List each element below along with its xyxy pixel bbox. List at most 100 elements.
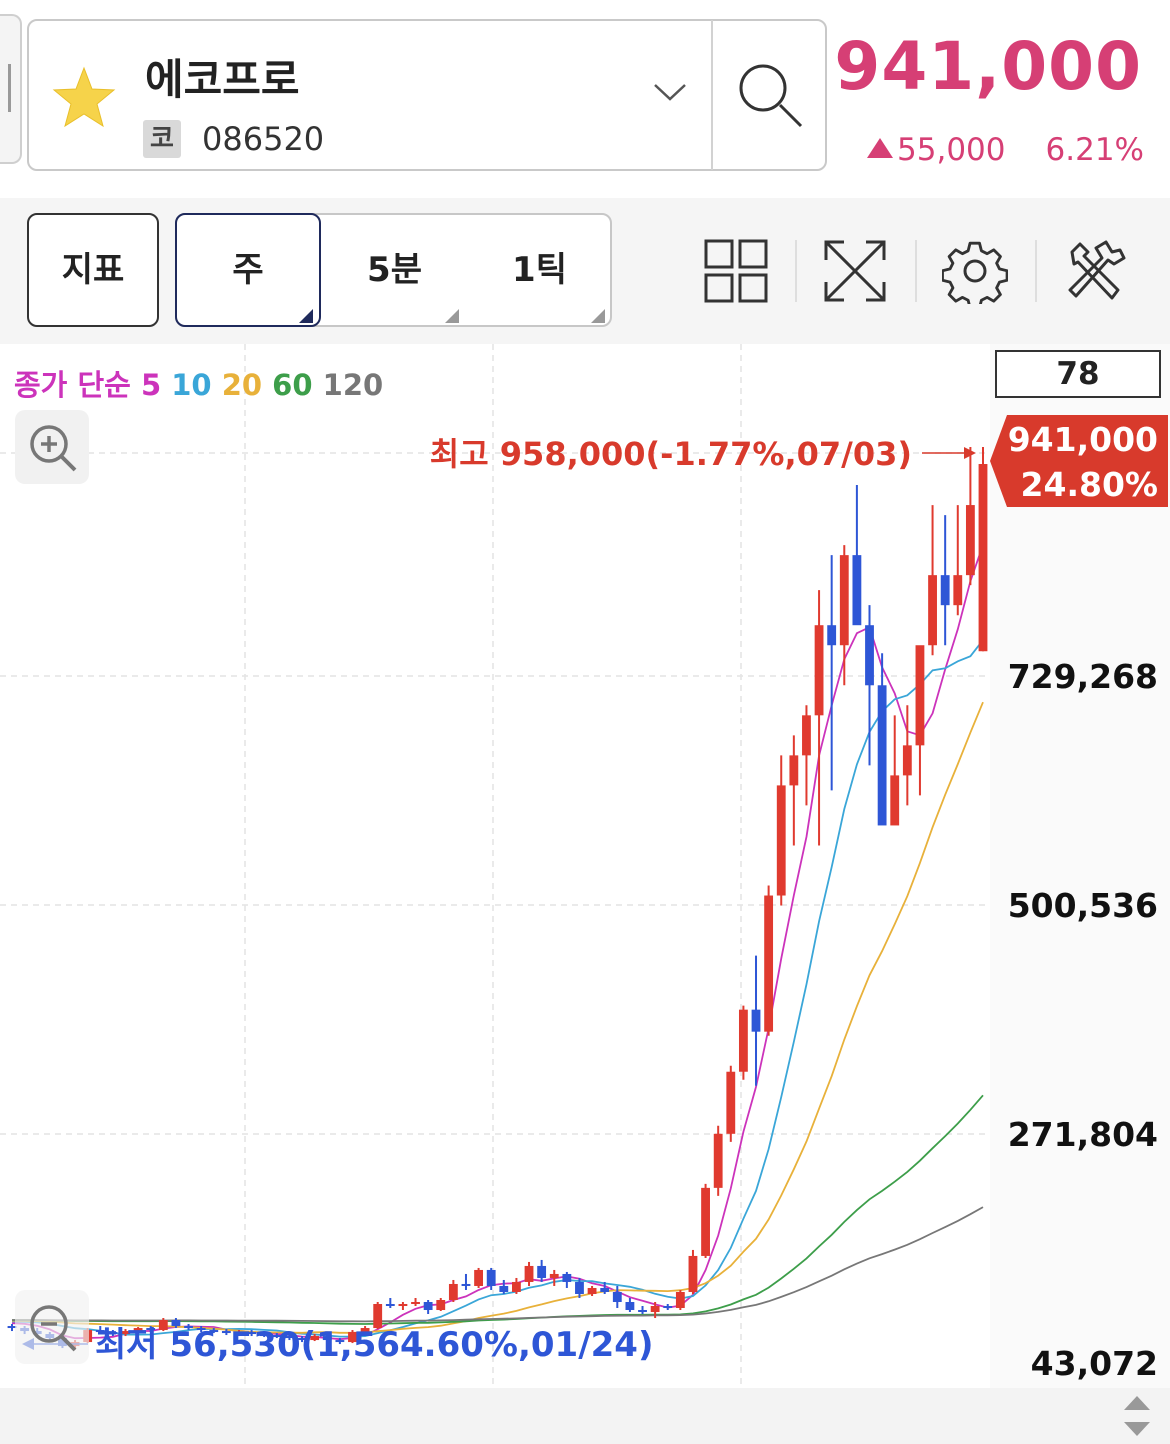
y-tick-label: 500,536: [1008, 886, 1158, 925]
candle: [322, 1334, 332, 1343]
candle: [524, 1261, 534, 1286]
current-price-tag-pct: 24.80%: [1021, 465, 1158, 504]
candle: [802, 705, 811, 806]
period-selector: 주 5분 1틱: [175, 213, 612, 327]
candle-body: [928, 575, 937, 646]
candle-body: [524, 1265, 534, 1282]
x-axis-bar[interactable]: [0, 1388, 1170, 1444]
y-axis-panel: [990, 344, 1170, 1388]
candle: [474, 1267, 483, 1288]
candle-count-box[interactable]: 78: [995, 350, 1161, 398]
candle-body: [965, 505, 975, 576]
zoom-out-button[interactable]: [15, 1290, 89, 1364]
candle: [259, 1331, 269, 1338]
candle-body: [600, 1287, 610, 1292]
candle: [852, 485, 862, 626]
period-week-button[interactable]: 주: [232, 250, 264, 290]
candle: [625, 1297, 635, 1313]
indicator-button[interactable]: 지표: [27, 213, 159, 327]
candle-body: [827, 625, 837, 646]
period-active-outline: [175, 213, 321, 327]
legend-prefix: 종가 단순: [14, 368, 131, 402]
search-icon[interactable]: [735, 60, 805, 130]
candle: [184, 1324, 193, 1331]
current-price-tag: [990, 415, 1168, 507]
toolbar-separator: [1035, 240, 1037, 302]
favorite-star-icon[interactable]: [52, 66, 116, 130]
period-1tick-button[interactable]: 1틱: [512, 250, 567, 290]
candle-body: [663, 1306, 673, 1309]
candle: [688, 1249, 698, 1294]
candle-body: [259, 1334, 269, 1337]
search-divider: [711, 20, 713, 170]
candle: [95, 1326, 105, 1335]
ma-line-5: [11, 544, 984, 1341]
fullscreen-icon[interactable]: [822, 238, 888, 304]
candle: [587, 1285, 597, 1296]
period-5min-button[interactable]: 5분: [367, 250, 422, 290]
scroll-arrows-icon[interactable]: [1120, 1392, 1154, 1440]
candle: [890, 715, 900, 826]
candle-body: [348, 1332, 357, 1343]
high-annotation: 최고 958,000(-1.77%,07/03): [430, 435, 912, 473]
candle-body: [486, 1269, 496, 1286]
candle: [965, 447, 975, 586]
stock-name: 에코프로: [145, 55, 300, 104]
candle: [310, 1334, 320, 1342]
side-panel-handle[interactable]: [0, 14, 22, 164]
legend-ma5: 5: [140, 368, 162, 402]
candle: [940, 515, 950, 646]
candle-body: [902, 745, 912, 776]
candle-body: [108, 1332, 118, 1335]
period-week-corner: [299, 309, 313, 323]
ma-legend[interactable]: 종가 단순 5 10 20 60 120: [14, 362, 383, 404]
candle: [675, 1289, 685, 1311]
candle: [385, 1297, 395, 1309]
candle-body: [764, 895, 774, 1032]
candle: [738, 1005, 748, 1080]
candle-body: [221, 1331, 231, 1334]
price-change: 55,000 6.21%: [867, 132, 1144, 168]
chevron-down-icon[interactable]: [652, 80, 688, 104]
candle: [978, 447, 988, 652]
candlestick-chart[interactable]: 43,072 271,804 500,536 729,268 941,000 24.80%…: [0, 344, 1170, 1388]
y-tick-label: 43,072: [1031, 1344, 1158, 1383]
candle-body: [537, 1265, 547, 1278]
candle-body: [612, 1291, 622, 1303]
low-annotation: 최저 56,530(1,564.60%,01/24): [95, 1325, 653, 1365]
zoom-in-button[interactable]: [15, 410, 89, 484]
candle-body: [789, 755, 799, 786]
current-price: 941,000: [834, 28, 1142, 105]
candle-body: [738, 1009, 748, 1072]
candle-body: [638, 1310, 647, 1313]
candle-body: [688, 1255, 698, 1292]
candle: [196, 1326, 206, 1333]
candle-body: [95, 1330, 105, 1333]
candle-body: [310, 1336, 320, 1341]
tools-icon[interactable]: [1062, 238, 1128, 304]
candle: [121, 1329, 130, 1337]
candle: [713, 1125, 723, 1196]
candle: [158, 1318, 168, 1332]
candle: [877, 653, 887, 826]
candle: [436, 1297, 446, 1312]
candle-body: [940, 575, 950, 606]
grid-layout-icon[interactable]: [703, 238, 769, 304]
toolbar-separator: [915, 240, 917, 302]
candle-body: [398, 1304, 408, 1307]
candle-body: [209, 1330, 219, 1333]
candle: [335, 1338, 345, 1345]
candle: [272, 1333, 282, 1339]
candle-body: [650, 1306, 660, 1313]
candle-body: [373, 1304, 383, 1329]
candle: [234, 1330, 244, 1337]
gear-icon[interactable]: [942, 238, 1008, 304]
candle-body: [499, 1285, 509, 1292]
candle: [461, 1273, 471, 1290]
candle-body: [411, 1302, 420, 1305]
candle: [247, 1330, 257, 1337]
candle-body: [776, 785, 786, 896]
candle: [827, 555, 837, 791]
candle-body: [184, 1326, 193, 1329]
y-tick-label: 729,268: [1008, 657, 1158, 696]
